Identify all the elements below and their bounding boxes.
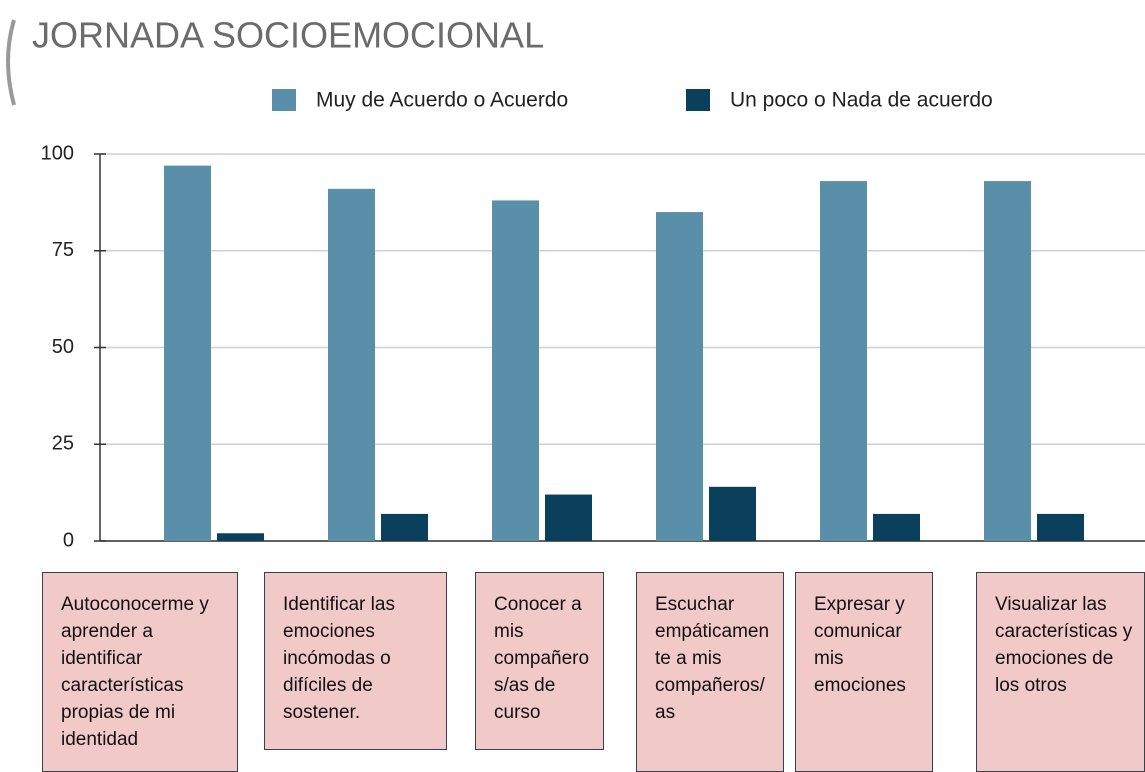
- bar: [1037, 513, 1084, 541]
- y-tick-label: 50: [52, 336, 74, 358]
- bar: [381, 513, 428, 541]
- y-tick-label: 0: [63, 529, 74, 551]
- decoration: [6, 19, 16, 106]
- x-tick-label: Autoconocerme y aprender a identificar c…: [42, 572, 238, 772]
- y-tick-label: 25: [52, 433, 74, 455]
- x-tick-label: Conocer a mis compañeros/as de curso: [475, 572, 604, 750]
- legend-label: Muy de Acuerdo o Acuerdo: [316, 89, 568, 112]
- x-tick-label: Identificar las emociones incómodas o di…: [264, 572, 447, 750]
- legend-label: Un poco o Nada de acuerdo: [730, 89, 993, 112]
- y-tick-label: 100: [41, 142, 74, 164]
- bar: [545, 494, 592, 541]
- legend-swatch: [686, 89, 710, 111]
- bar: [492, 200, 539, 541]
- bar: [656, 212, 703, 542]
- bar: [709, 486, 756, 541]
- chart-title: JORNADA SOCIOEMOCIONAL: [32, 15, 544, 56]
- x-tick-label: Escuchar empáticamente a mis compañeros/…: [636, 572, 784, 772]
- bar: [217, 533, 264, 541]
- bar: [328, 188, 375, 541]
- x-tick-label: Expresar y comunicar mis emociones: [795, 572, 933, 772]
- bar: [820, 181, 867, 541]
- y-tick-label: 75: [52, 239, 74, 261]
- bar: [164, 165, 211, 542]
- legend-swatch: [272, 89, 296, 111]
- bar: [873, 513, 920, 541]
- bar: [984, 181, 1031, 541]
- x-tick-label: Visualizar las características y emocion…: [976, 572, 1145, 772]
